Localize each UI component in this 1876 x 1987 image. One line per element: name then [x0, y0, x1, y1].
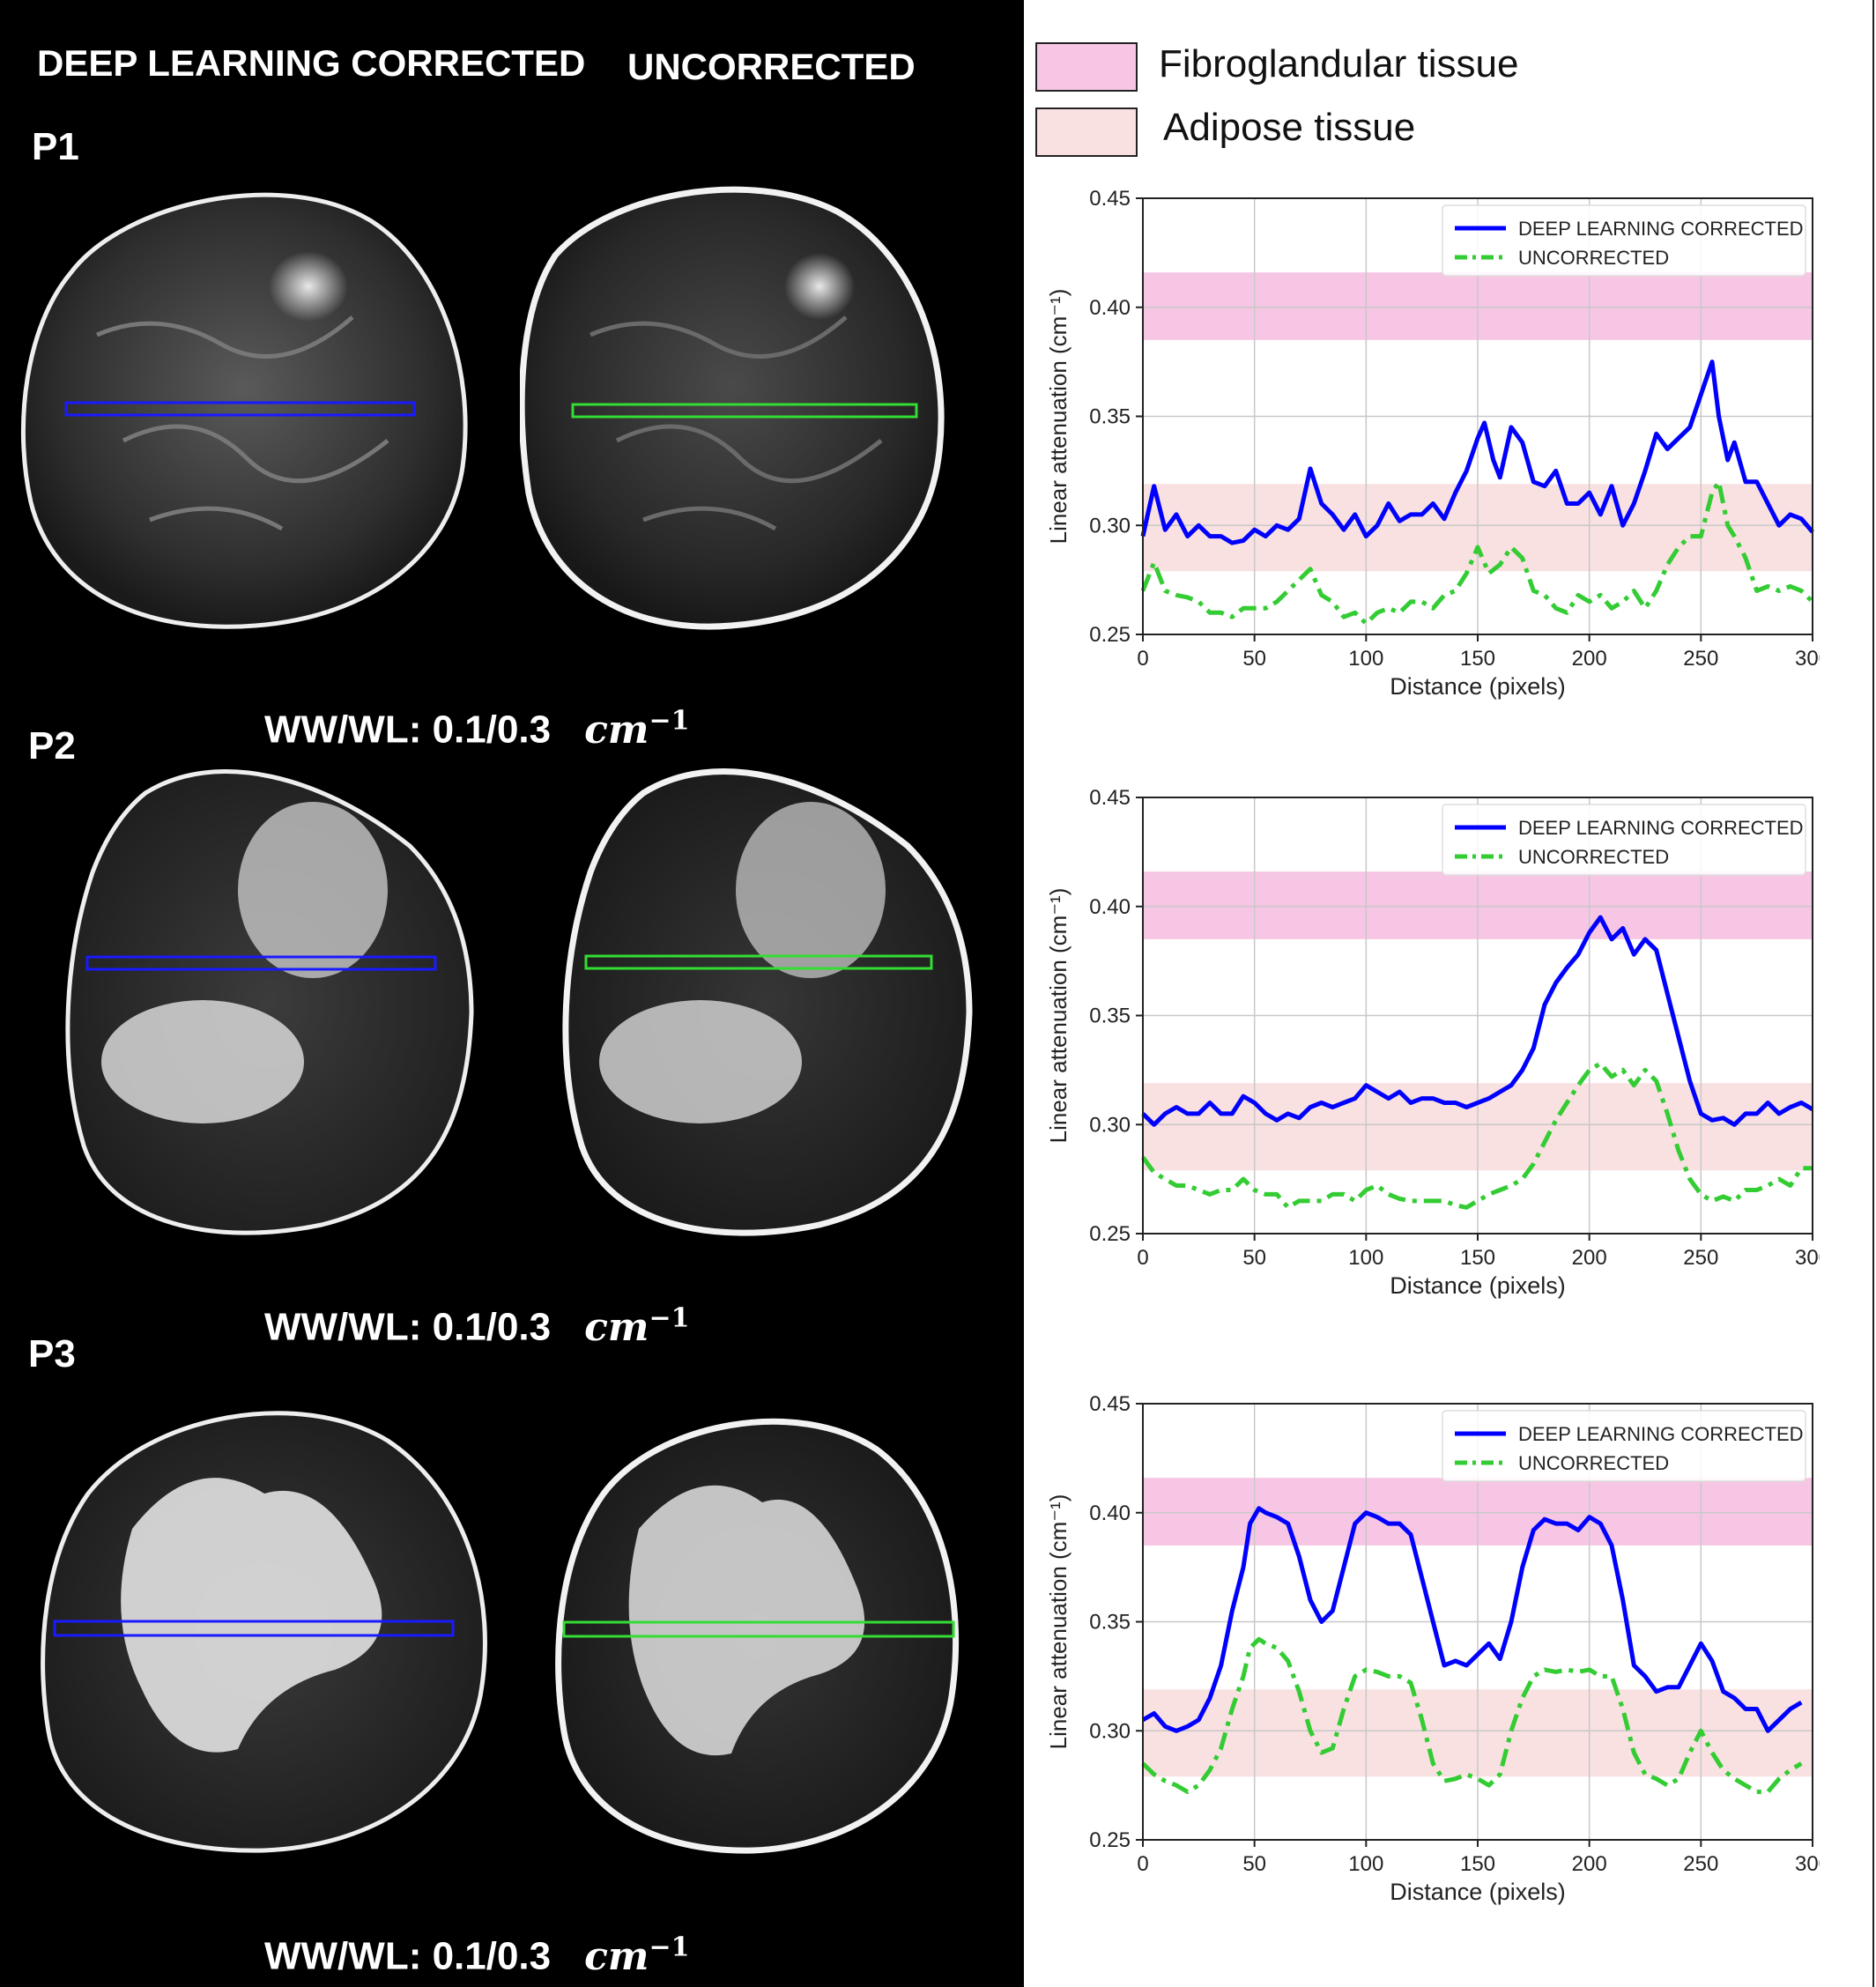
p1-corrected-ct-image [20, 192, 468, 629]
corrected-series-line [1141, 915, 1814, 1127]
p1-uncorrected-roi-box [571, 403, 918, 419]
x-tick-label: 150 [1460, 1852, 1495, 1876]
x-tick-label: 50 [1242, 647, 1266, 671]
p2-window-level: WW/WL: 0.1/0.3 cm−1 [264, 1302, 690, 1350]
x-tick-label: 0 [1137, 1852, 1148, 1876]
patient-label-p3: P3 [28, 1332, 76, 1375]
y-tick-label: 0.45 [1089, 187, 1131, 211]
p2-attenuation-chart: 0 50 100 150 200 250 300 0.25 0.30 0.35 0.40 0.45 Di… [1045, 786, 1820, 1299]
x-tick-label: 250 [1683, 1246, 1718, 1270]
y-tick-label: 0.25 [1089, 1222, 1131, 1246]
x-tick-label: 0 [1137, 647, 1148, 671]
uncorrected-series-line [1140, 1061, 1813, 1210]
y-tick-label: 0.35 [1089, 1005, 1131, 1028]
y-axis-label: Linear attenuation (cm⁻¹) [1045, 888, 1071, 1144]
y-axis-label: Linear attenuation (cm⁻¹) [1045, 1494, 1071, 1750]
x-tick-label: 50 [1242, 1852, 1266, 1876]
corrected-series-line [1141, 1506, 1803, 1733]
x-tick-label: 0 [1137, 1246, 1148, 1270]
y-tick-label: 0.30 [1089, 514, 1131, 538]
p1-corrected-roi-box [64, 401, 416, 417]
x-tick-label: 200 [1572, 1246, 1607, 1270]
chart-legend-box [1442, 204, 1806, 277]
y-tick-label: 0.40 [1089, 296, 1131, 320]
x-tick-label: 50 [1242, 1246, 1266, 1270]
x-tick-label: 300 [1795, 1852, 1820, 1876]
p2-corrected-ct-image [65, 769, 474, 1235]
y-tick-label: 0.25 [1089, 1828, 1131, 1852]
y-tick-label: 0.35 [1089, 405, 1131, 429]
legend-uncorrected-label: UNCORRECTED [1518, 846, 1669, 868]
x-axis-label: Distance (pixels) [1390, 673, 1566, 700]
uncorrected-column-header: UNCORRECTED [627, 46, 916, 87]
adipose-label: Adipose tissue [1163, 106, 1416, 149]
corrected-column-header: DEEP LEARNING CORRECTED [37, 42, 586, 84]
p3-uncorrected-ct-image [555, 1418, 960, 1854]
y-tick-label: 0.45 [1089, 1392, 1131, 1416]
p3-attenuation-chart: 0 50 100 150 200 250 300 0.25 0.30 0.35 0.40 0.45 Di… [1045, 1392, 1820, 1905]
y-tick-label: 0.30 [1089, 1113, 1131, 1137]
legend-uncorrected-label: UNCORRECTED [1518, 1452, 1669, 1474]
y-tick-label: 0.35 [1089, 1611, 1131, 1635]
y-tick-label: 0.45 [1089, 786, 1131, 810]
chart-legend-box [1442, 1410, 1806, 1482]
x-tick-label: 200 [1572, 1852, 1607, 1876]
fibroglandular-label: Fibroglandular tissue [1159, 42, 1519, 85]
x-tick-label: 300 [1795, 647, 1820, 671]
p1-attenuation-chart: 0 50 100 150 200 250 300 0.25 0.30 0.35 0.40 0.45 Di… [1045, 187, 1820, 700]
panel-divider [1022, 0, 1024, 1987]
x-tick-label: 300 [1795, 1246, 1820, 1270]
uncorrected-series-line [1140, 479, 1814, 626]
x-tick-label: 100 [1348, 1246, 1383, 1270]
chart-legend-box [1442, 804, 1806, 876]
p2-uncorrected-roi-box [584, 954, 933, 970]
y-tick-label: 0.40 [1089, 895, 1131, 919]
x-tick-label: 250 [1683, 647, 1718, 671]
x-tick-label: 200 [1572, 647, 1607, 671]
legend-corrected-label: DEEP LEARNING CORRECTED [1518, 1423, 1804, 1445]
y-axis-label: Linear attenuation (cm⁻¹) [1045, 289, 1071, 545]
patient-label-p1: P1 [32, 125, 79, 168]
p1-window-level: WW/WL: 0.1/0.3 cm−1 [264, 705, 690, 753]
x-tick-label: 150 [1460, 647, 1495, 671]
corrected-series-line [1140, 360, 1814, 545]
patient-label-p2: P2 [28, 724, 76, 767]
adipose-swatch [1035, 108, 1138, 157]
p2-uncorrected-ct-image [562, 768, 973, 1236]
legend-corrected-label: DEEP LEARNING CORRECTED [1518, 817, 1804, 839]
p2-corrected-roi-box [85, 955, 437, 971]
x-axis-label: Distance (pixels) [1390, 1272, 1566, 1299]
p3-uncorrected-roi-box [562, 1620, 955, 1638]
ct-image-panel: DEEP LEARNING CORRECTED UNCORRECTED P1 P… [0, 0, 1022, 1987]
y-tick-label: 0.30 [1089, 1719, 1131, 1743]
p3-corrected-roi-box [53, 1620, 455, 1637]
x-tick-label: 150 [1460, 1246, 1495, 1270]
fibroglandular-swatch [1035, 42, 1138, 92]
p3-corrected-ct-image [41, 1411, 487, 1853]
x-tick-label: 250 [1683, 1852, 1718, 1876]
x-tick-label: 100 [1348, 647, 1383, 671]
y-tick-label: 0.25 [1089, 623, 1131, 647]
x-axis-label: Distance (pixels) [1390, 1879, 1566, 1905]
legend-corrected-label: DEEP LEARNING CORRECTED [1518, 218, 1804, 240]
right-border [1872, 0, 1874, 1987]
legend-uncorrected-label: UNCORRECTED [1518, 247, 1669, 269]
p1-uncorrected-ct-image [520, 186, 945, 630]
y-tick-label: 0.40 [1089, 1501, 1131, 1525]
x-tick-label: 100 [1348, 1852, 1383, 1876]
p3-window-level: WW/WL: 0.1/0.3 cm−1 [264, 1931, 690, 1979]
